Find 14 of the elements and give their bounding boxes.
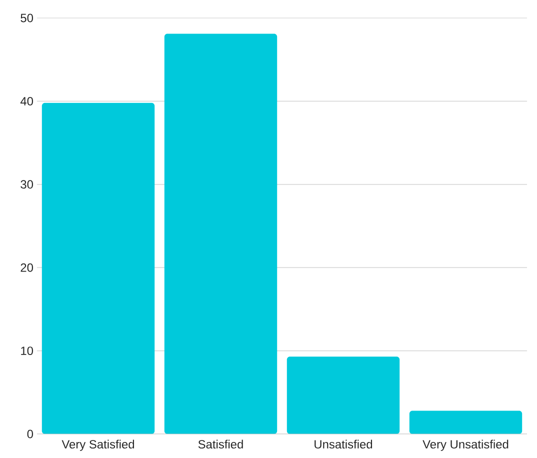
y-tick-label: 40 xyxy=(20,96,34,106)
bar xyxy=(164,34,278,434)
bar xyxy=(409,410,522,434)
y-tick-label: 30 xyxy=(20,180,34,189)
x-tick-label: Very Satisfied xyxy=(62,440,134,451)
x-tick-label: Unsatisfied xyxy=(314,440,372,449)
y-tick-label: 50 xyxy=(20,14,34,22)
x-tick-label: Satisfied xyxy=(198,440,243,449)
x-tick-label: Very Unsatisfied xyxy=(422,440,508,451)
y-tick-label: 0 xyxy=(27,430,34,438)
bar xyxy=(42,102,155,434)
bar xyxy=(286,356,400,434)
y-tick-label: 10 xyxy=(21,346,34,356)
y-tick-label: 20 xyxy=(20,263,34,272)
